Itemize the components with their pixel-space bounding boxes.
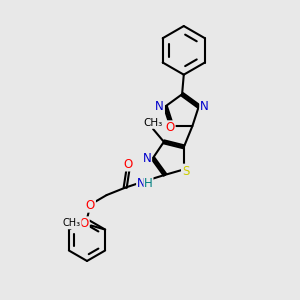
Text: H: H bbox=[144, 177, 153, 190]
Text: N: N bbox=[137, 177, 146, 190]
Text: N: N bbox=[155, 100, 164, 113]
Text: N: N bbox=[142, 152, 151, 165]
Text: O: O bbox=[86, 199, 95, 212]
Text: S: S bbox=[182, 165, 189, 178]
Text: CH₃: CH₃ bbox=[143, 118, 163, 128]
Text: O: O bbox=[165, 121, 175, 134]
Text: CH₃: CH₃ bbox=[63, 218, 81, 229]
Text: O: O bbox=[123, 158, 133, 170]
Text: N: N bbox=[200, 100, 209, 113]
Text: O: O bbox=[80, 217, 89, 230]
